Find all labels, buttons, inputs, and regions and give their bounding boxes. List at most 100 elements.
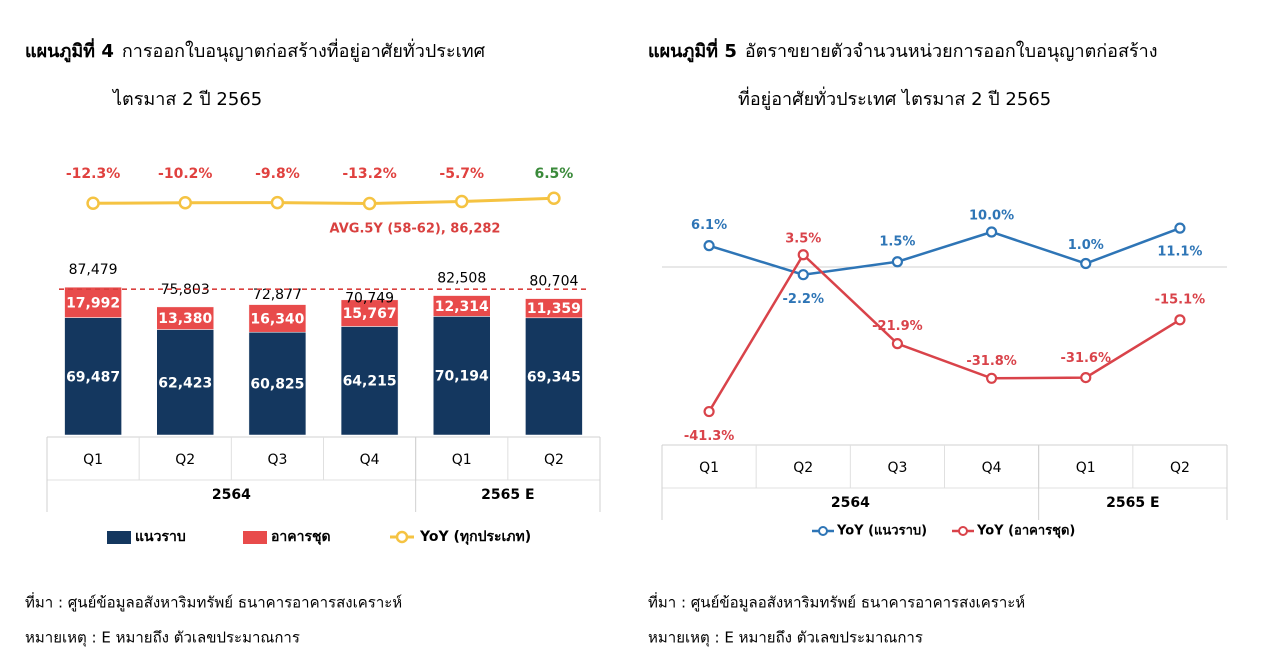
- legend-swatch: [107, 531, 131, 544]
- total-label: 87,479: [69, 262, 118, 278]
- yoy-label: -5.7%: [439, 166, 484, 182]
- series-line: [708, 252, 1181, 413]
- bar-value-label: 17,992: [66, 295, 120, 311]
- bar-segment: [156, 306, 214, 330]
- group-label: 2564: [831, 495, 870, 511]
- series-point: [703, 405, 715, 418]
- average-label: AVG.5Y (58-62), 86,282: [330, 222, 501, 237]
- yoy-point: [455, 194, 469, 209]
- yoy-point: [178, 195, 192, 210]
- x-tick-label: Q2: [544, 452, 564, 468]
- total-label: 72,877: [253, 287, 302, 303]
- x-tick-label: Q1: [1076, 460, 1096, 476]
- x-tick-label: Q1: [699, 460, 719, 476]
- series-point: [985, 372, 998, 384]
- bar-segment: [525, 298, 583, 319]
- value-label: -41.3%: [684, 429, 735, 444]
- total-label: 80,704: [529, 274, 578, 290]
- yoy-point: [86, 196, 100, 211]
- title-text: อัตราขยายตัวจำนวนหน่วยการออกใบอนุญาตก่อส…: [745, 40, 1158, 62]
- total-label: 82,508: [437, 271, 486, 287]
- x-tick-label: Q3: [267, 452, 287, 468]
- series-point: [891, 256, 904, 268]
- source-note: ที่มา : ศูนย์ข้อมูลอสังหาริมทรัพย์ ธนาคา…: [25, 592, 402, 612]
- x-tick-label: Q3: [887, 460, 907, 476]
- value-label: -31.8%: [966, 354, 1017, 369]
- chart-title: แผนภูมิที่ 4 การออกใบอนุญาตก่อสร้างที่อยู…: [25, 38, 486, 63]
- bar-segment: [525, 317, 583, 436]
- series-point: [1080, 372, 1092, 384]
- group-label: 2565 E: [481, 487, 534, 503]
- legend-swatch: [395, 530, 409, 544]
- value-label: 1.0%: [1068, 238, 1104, 253]
- bar-segment: [64, 286, 122, 318]
- series-point: [703, 240, 715, 252]
- value-label: -15.1%: [1155, 292, 1206, 307]
- legend-label: YoY (ทุกประเภท): [419, 529, 531, 545]
- value-label: -31.6%: [1061, 351, 1112, 366]
- series-point: [1174, 314, 1186, 326]
- value-label: 6.1%: [691, 218, 727, 233]
- x-tick-label: Q2: [1170, 460, 1190, 476]
- legend-label: YoY (อาคารชุด): [976, 524, 1075, 539]
- x-tick-label: Q2: [793, 460, 813, 476]
- yoy-label: 6.5%: [535, 166, 574, 182]
- bar-value-label: 62,423: [158, 375, 212, 391]
- x-tick-label: Q1: [452, 452, 472, 468]
- bar-segment: [248, 331, 307, 436]
- footnote: หมายเหตุ : E หมายถึง ตัวเลขประมาณการ: [25, 629, 300, 648]
- x-tick-label: Q4: [982, 460, 1002, 476]
- legend-label: อาคารชุด: [271, 529, 331, 545]
- series-line: [708, 226, 1181, 276]
- yoy-point: [362, 196, 377, 211]
- bar-segment: [340, 299, 399, 327]
- bar-segment: [156, 329, 214, 436]
- value-label: 11.1%: [1157, 245, 1202, 260]
- bar-segment: [64, 317, 122, 436]
- chart-title-line2: ที่อยู่อาศัยทั่วประเทศ ไตรมาส 2 ปี 2565: [738, 86, 1051, 110]
- chart-title-line2: ไตรมาส 2 ปี 2565: [111, 88, 262, 110]
- bar-value-label: 69,487: [66, 369, 120, 385]
- bar-segment: [433, 295, 491, 317]
- value-label: -21.9%: [872, 319, 923, 334]
- bar-segment: [433, 316, 491, 436]
- bar-value-label: 70,194: [435, 369, 489, 385]
- legend-swatch: [243, 531, 267, 544]
- value-label: 10.0%: [969, 209, 1014, 224]
- x-tick-label: Q2: [175, 452, 195, 468]
- value-label: 1.5%: [879, 234, 915, 249]
- legend-label: YoY (แนวราบ): [836, 524, 927, 539]
- bar-value-label: 60,825: [250, 377, 304, 393]
- chart-title: แผนภูมิที่ 5 อัตราขยายตัวจำนวนหน่วยการออก…: [648, 38, 1158, 63]
- title-label: แผนภูมิที่ 4: [25, 38, 114, 63]
- yoy-label: -10.2%: [158, 166, 212, 182]
- series-point: [985, 226, 998, 238]
- bar-value-label: 12,314: [435, 299, 489, 315]
- group-label: 2565 E: [1106, 495, 1159, 511]
- legend-label: แนวราบ: [135, 529, 186, 545]
- series-point: [1080, 257, 1092, 270]
- total-label: 70,749: [345, 290, 394, 306]
- bar-value-label: 64,215: [343, 374, 397, 390]
- yoy-point: [270, 195, 285, 210]
- source-note: ที่มา : ศูนย์ข้อมูลอสังหาริมทรัพย์ ธนาคา…: [648, 592, 1025, 612]
- yoy-label: -13.2%: [342, 166, 396, 182]
- value-label: -2.2%: [783, 292, 824, 307]
- footnote: หมายเหตุ : E หมายถึง ตัวเลขประมาณการ: [648, 629, 923, 648]
- series-point: [797, 249, 809, 261]
- bar-segment: [248, 304, 307, 333]
- series-point: [891, 338, 904, 350]
- bar-value-label: 16,340: [250, 311, 304, 327]
- group-label: 2564: [212, 487, 251, 503]
- legend-swatch: [958, 526, 968, 536]
- bar-value-label: 15,767: [343, 306, 397, 322]
- yoy-label: -9.8%: [255, 166, 300, 182]
- bar-value-label: 69,345: [527, 369, 581, 385]
- legend-swatch: [818, 526, 828, 536]
- series-point: [1174, 222, 1186, 234]
- value-label: 3.5%: [785, 231, 821, 246]
- bar-segment: [340, 326, 399, 436]
- yoy-point: [547, 191, 561, 206]
- bar-value-label: 11,359: [527, 301, 581, 317]
